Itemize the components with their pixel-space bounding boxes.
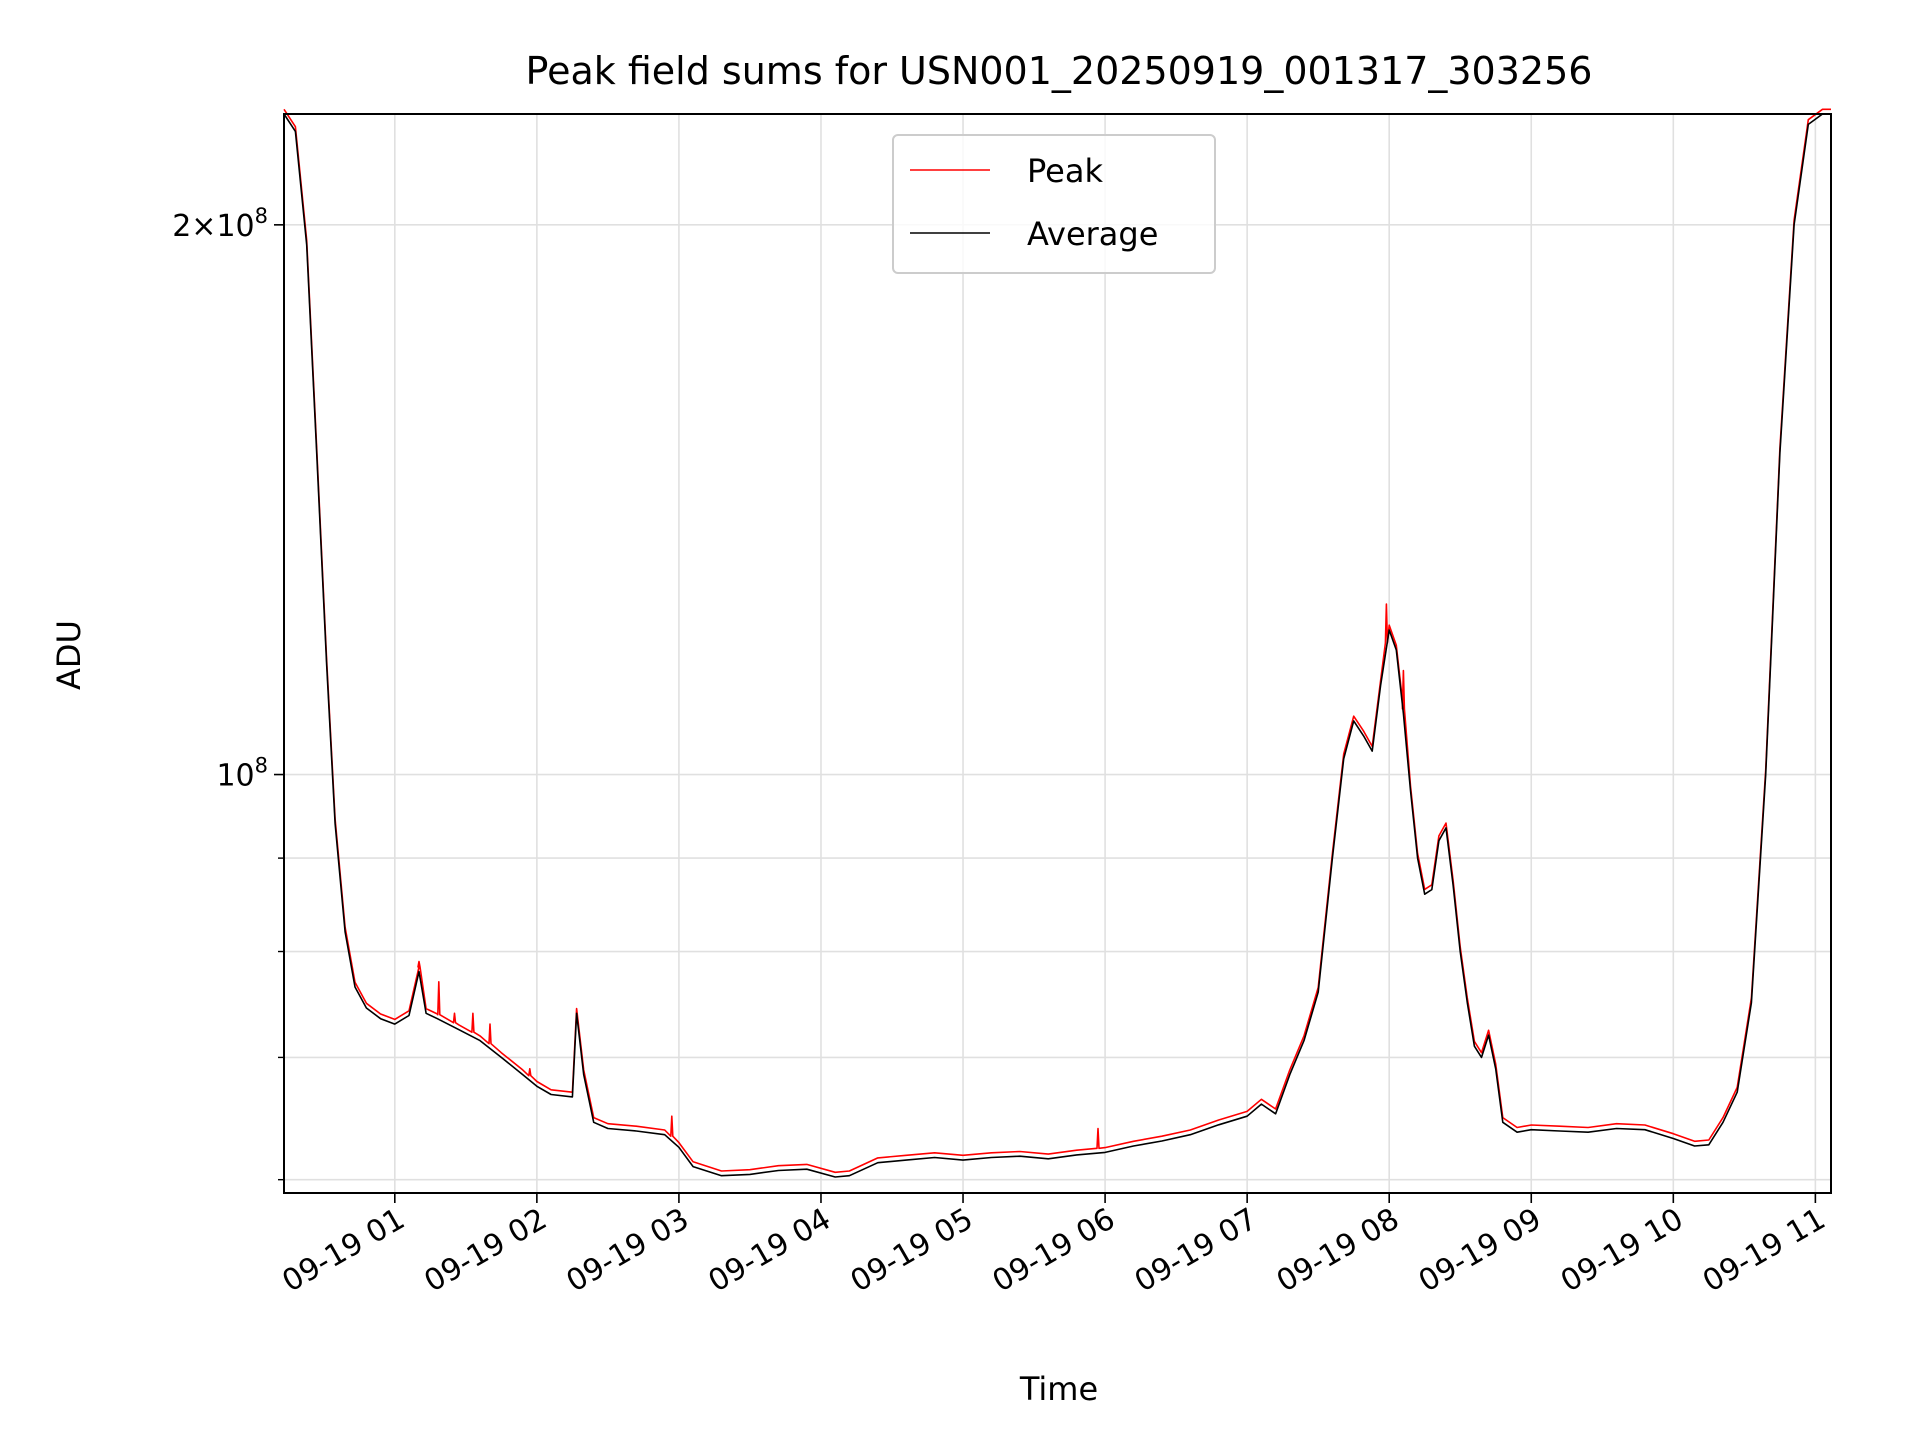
y-axis-label: ADU	[50, 620, 88, 690]
legend-average-label: Average	[1027, 215, 1158, 253]
legend: Peak Average	[892, 134, 1216, 274]
legend-peak-label: Peak	[1027, 152, 1103, 190]
chart-title: Peak field sums for USN001_20250919_0013…	[526, 49, 1593, 93]
grid	[284, 114, 1831, 1193]
x-axis-label: Time	[1019, 1370, 1098, 1408]
y-axis-ticks: 108 2×108	[172, 204, 284, 1181]
plot-frame	[283, 113, 1832, 1194]
y-tick-label: 108	[216, 754, 268, 794]
series-lines	[283, 108, 1831, 1178]
peak-series-line	[283, 108, 1831, 1174]
y-tick-label: 2×108	[172, 204, 268, 244]
average-series-line	[283, 113, 1831, 1178]
